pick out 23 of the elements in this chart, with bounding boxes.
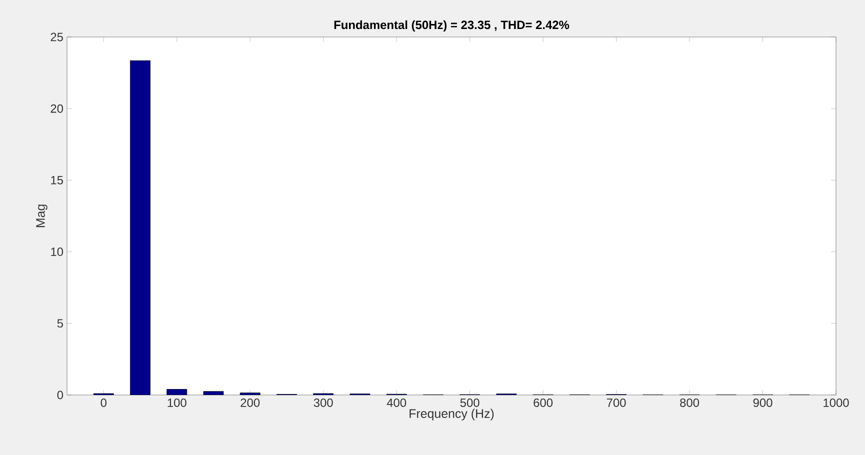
chart-title: Fundamental (50Hz) = 23.35 , THD= 2.42% [334, 20, 570, 32]
x-tick-label: 300 [314, 398, 333, 407]
y-axis-title: Mag [36, 204, 48, 228]
x-tick-label: 0 [100, 398, 106, 407]
bar [203, 391, 224, 395]
y-tick-label: 0 [57, 390, 64, 400]
x-tick-label: 1000 [824, 398, 849, 407]
y-tick-label: 10 [51, 248, 64, 256]
x-axis-title: Frequency (Hz) [410, 408, 494, 420]
x-tick-label: 600 [534, 398, 553, 407]
x-tick-label: 500 [460, 398, 480, 407]
y-tick-label: 25 [50, 32, 63, 42]
x-tick-label: 700 [606, 398, 626, 407]
x-tick-label: 900 [753, 398, 772, 407]
x-tick-label: 100 [168, 398, 186, 407]
y-tick-label: 5 [57, 319, 63, 328]
x-tick-label: 800 [680, 398, 700, 407]
y-tick-label: 20 [50, 104, 64, 113]
x-tick-label: 200 [240, 398, 260, 407]
bar [130, 60, 150, 395]
bar [166, 389, 188, 395]
x-tick-label: 400 [386, 398, 406, 407]
y-tick-label: 15 [51, 176, 63, 184]
